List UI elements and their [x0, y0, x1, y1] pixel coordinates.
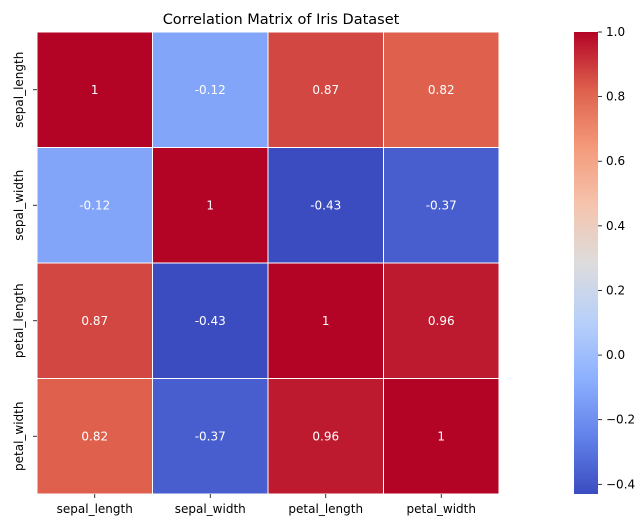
- heatmap-cell-labels: 1 -0.12 0.87 0.82 -0.12 1 -0.43 -0.37 0.87 -0.43 1…: [79, 83, 457, 444]
- cell-value-label: 1: [91, 83, 99, 97]
- cell-value-label: -0.43: [195, 314, 226, 328]
- x-tick-label: petal_length: [288, 502, 363, 516]
- cell-value-label: -0.43: [310, 198, 341, 212]
- heatmap-cell: [383, 378, 500, 495]
- cell-value-label: 0.96: [312, 429, 339, 443]
- heatmap-cell: [152, 31, 269, 148]
- x-tick-label: sepal_length: [57, 502, 133, 516]
- cell-value-label: 0.82: [428, 83, 455, 97]
- heatmap-cell: [267, 31, 384, 148]
- heatmap-cells: [36, 31, 500, 495]
- cell-value-label: 0.82: [81, 429, 108, 443]
- heatmap-cell: [36, 378, 153, 495]
- cell-value-label: 1: [437, 429, 445, 443]
- heatmap-cell: [383, 31, 500, 148]
- y-tick-label: sepal_length: [12, 52, 26, 128]
- colorbar-tick-label: 1.0: [606, 25, 625, 39]
- y-tick-label: petal_width: [12, 402, 26, 471]
- heatmap-cell: [152, 378, 269, 495]
- colorbar-tick-label: −0.4: [606, 477, 635, 491]
- x-axis: sepal_length sepal_width petal_length petal…: [57, 494, 476, 516]
- cell-value-label: 1: [206, 198, 214, 212]
- heatmap-cell: [267, 378, 384, 495]
- heatmap-cell: [36, 147, 153, 264]
- heatmap-cell: [152, 262, 269, 379]
- y-tick-label: sepal_width: [12, 170, 26, 241]
- heatmap-cell: [383, 147, 500, 264]
- colorbar: [574, 32, 598, 494]
- colorbar-tick-label: 0.2: [606, 283, 625, 297]
- colorbar-tick-label: 0.4: [606, 219, 625, 233]
- colorbar-tick-label: −0.2: [606, 413, 635, 427]
- cell-value-label: 0.87: [81, 314, 108, 328]
- colorbar-axis: −0.4 −0.2 0.0 0.2 0.4 0.6 0.8 1.0: [598, 25, 635, 491]
- y-axis: sepal_length sepal_width petal_lengthpetal…: [12, 52, 37, 471]
- cell-value-label: 0.87: [312, 83, 339, 97]
- heatmap-cell: [383, 262, 500, 379]
- y-tick-label: petal_length: [12, 283, 26, 358]
- x-tick-label: sepal_width: [175, 502, 246, 516]
- colorbar-tick-label: 0.6: [606, 154, 625, 168]
- cell-value-label: -0.12: [195, 83, 226, 97]
- chart-title: Correlation Matrix of Iris Dataset: [163, 12, 400, 28]
- cell-value-label: -0.12: [79, 198, 110, 212]
- cell-value-label: 0.96: [428, 314, 455, 328]
- heatmap-cell: [36, 31, 153, 148]
- cell-value-label: 1: [322, 314, 330, 328]
- colorbar-tick-label: 0.8: [606, 90, 625, 104]
- x-tick-label: petal_width: [407, 502, 476, 516]
- heatmap-cell: [152, 147, 269, 264]
- colorbar-tick-label: 0.0: [606, 348, 625, 362]
- cell-value-label: -0.37: [426, 198, 457, 212]
- cell-value-label: -0.37: [195, 429, 226, 443]
